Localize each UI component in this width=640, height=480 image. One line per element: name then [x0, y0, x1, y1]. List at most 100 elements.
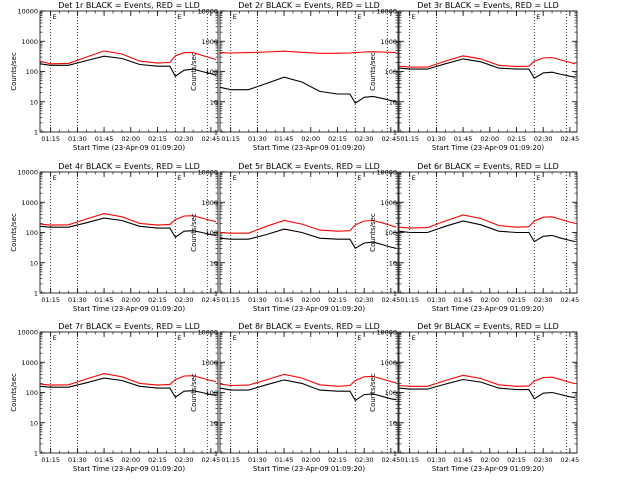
x-tick-label: 02:00 [121, 456, 140, 464]
x-tick-label: 01:15 [400, 456, 419, 464]
x-tick-label: 02:15 [507, 456, 526, 464]
y-tick-label: 100 [385, 229, 397, 237]
x-tick-label: 01:30 [68, 296, 87, 304]
y-axis-label: Counts/sec [190, 52, 198, 91]
y-tick-label: 1000 [380, 359, 397, 367]
y-tick-label: 100 [26, 68, 38, 76]
plot-frame [398, 10, 578, 133]
y-tick-label: 10000 [17, 8, 38, 16]
y-tick-label: 10 [389, 98, 397, 106]
time-marker-label: E [412, 174, 416, 182]
time-marker-label: E [412, 334, 416, 342]
x-tick-label: 01:30 [248, 135, 267, 143]
x-tick-label: 02:45 [382, 456, 401, 464]
series-line [39, 373, 217, 386]
series-line [398, 220, 576, 243]
y-tick-label: 10 [30, 98, 38, 106]
time-marker-label: E [412, 13, 416, 21]
y-tick-label: 1 [34, 450, 38, 458]
time-marker-label: E [233, 13, 237, 21]
x-tick-label: 02:15 [148, 296, 167, 304]
x-tick-label: 01:30 [427, 135, 446, 143]
y-axis-label: Counts/sec [190, 373, 198, 412]
x-tick-label: 01:15 [221, 135, 240, 143]
panel-title: Det 5r BLACK = Events, RED = LLD [238, 162, 380, 171]
detector-panel: Det 1r BLACK = Events, RED = LLD 1 10 100 10… [10, 1, 220, 152]
time-marker-label: E [53, 13, 57, 21]
detector-panel: Det 5r BLACK = Events, RED = LLD11010010… [190, 162, 400, 313]
series-line [39, 377, 217, 398]
time-marker-label: E [53, 174, 57, 182]
panel-title: Det 1r BLACK = Events, RED = LLD [58, 1, 200, 10]
x-tick-label: 02:00 [480, 296, 499, 304]
series-line [398, 55, 576, 68]
detector-panel: Det 2r BLACK = Events, RED = LLD11010010… [190, 1, 400, 152]
y-tick-label: 1000 [201, 199, 218, 207]
y-axis-label: Counts/sec [369, 52, 377, 91]
y-tick-label: 1000 [21, 199, 38, 207]
time-marker-label: E [536, 334, 540, 342]
y-tick-label: 1000 [21, 38, 38, 46]
x-tick-label: 02:15 [148, 135, 167, 143]
series-line [219, 373, 397, 387]
x-tick-label: 01:30 [68, 456, 87, 464]
y-tick-label: 1 [214, 129, 218, 137]
y-tick-label: 10000 [17, 329, 38, 337]
y-tick-label: 1000 [380, 38, 397, 46]
y-axis-label: Counts/sec [369, 213, 377, 252]
x-tick-label: 02:45 [202, 296, 221, 304]
x-tick-label: 01:30 [248, 456, 267, 464]
x-tick-label: 01:45 [95, 135, 114, 143]
y-tick-label: 1000 [201, 359, 218, 367]
y-axis-label: Counts/sec [10, 52, 18, 91]
x-tick-label: 02:00 [480, 135, 499, 143]
y-tick-label: 1 [393, 450, 397, 458]
y-axis-label: Counts/sec [10, 213, 18, 252]
time-marker-label: E [53, 334, 57, 342]
x-tick-label: 01:45 [454, 135, 473, 143]
series-line [398, 214, 576, 229]
series-line [39, 55, 217, 77]
y-tick-label: 10000 [197, 8, 218, 16]
detector-panel: Det 6r BLACK = Events, RED = LLD 1 10 100 10… [369, 162, 579, 313]
y-tick-label: 100 [26, 229, 38, 237]
x-tick-label: 02:00 [121, 135, 140, 143]
detector-panel: Det 9r BLACK = Events, RED = LLD 1 10 100 10… [369, 322, 579, 473]
x-tick-label: 01:15 [41, 456, 60, 464]
time-marker-label: E [233, 334, 237, 342]
x-tick-label: 02:00 [301, 296, 320, 304]
series-line [219, 76, 397, 104]
y-tick-label: 100 [206, 389, 218, 397]
time-marker-label: E [536, 174, 540, 182]
x-tick-label: 02:45 [382, 135, 401, 143]
x-tick-label: 01:45 [454, 456, 473, 464]
x-tick-label: 02:30 [534, 135, 553, 143]
detector-panel: Det 4r BLACK = Events, RED = LLD11010010… [10, 162, 220, 313]
x-tick-label: 02:30 [175, 456, 194, 464]
y-tick-label: 100 [26, 389, 38, 397]
y-axis-label: Counts/sec [10, 373, 18, 412]
y-tick-label: 10000 [376, 8, 397, 16]
x-tick-label: 01:30 [248, 296, 267, 304]
time-marker-label: E [177, 13, 181, 21]
x-tick-label: 01:30 [427, 456, 446, 464]
x-tick-label: 02:30 [534, 456, 553, 464]
x-tick-label: 02:30 [355, 456, 374, 464]
x-tick-label: 02:45 [561, 135, 580, 143]
y-axis-label: Counts/sec [369, 373, 377, 412]
x-tick-label: 01:45 [275, 135, 294, 143]
y-tick-label: 10 [389, 259, 397, 267]
time-marker-label: E [357, 334, 361, 342]
panel-title: Det 3r BLACK = Events, RED = LLD [417, 1, 559, 10]
y-tick-label: 10 [210, 98, 218, 106]
time-marker-label: E [177, 174, 181, 182]
y-tick-label: 10 [210, 419, 218, 427]
series-line [219, 219, 397, 234]
y-tick-label: 100 [385, 68, 397, 76]
x-tick-label: 01:15 [400, 296, 419, 304]
time-marker-label: E [536, 13, 540, 21]
x-tick-label: 02:45 [561, 296, 580, 304]
y-axis-label: Counts/sec [190, 213, 198, 252]
x-tick-label: 01:30 [427, 296, 446, 304]
